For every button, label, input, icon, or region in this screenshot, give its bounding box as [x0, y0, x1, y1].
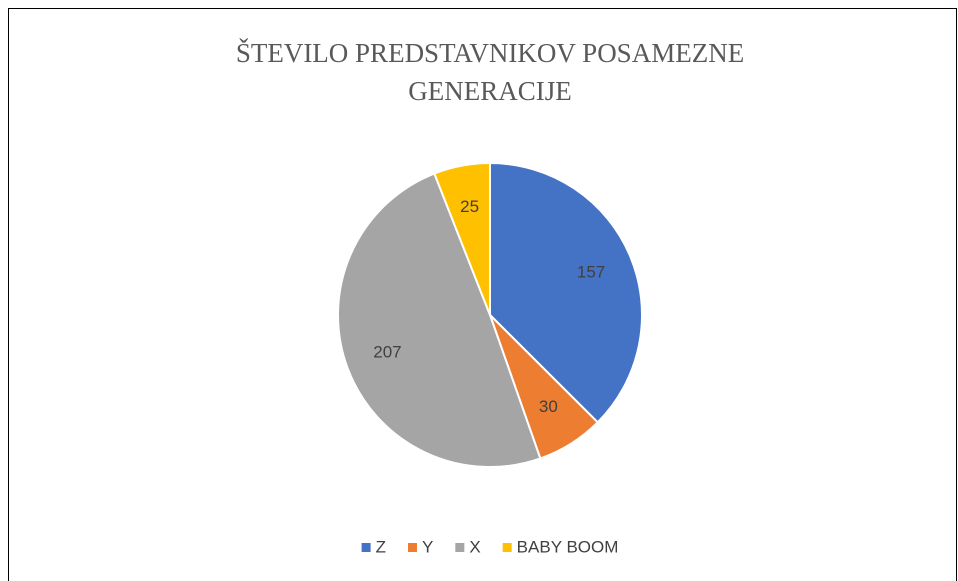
pie-slice	[489, 161, 643, 424]
legend-label: X	[469, 537, 480, 556]
data-label: 157	[577, 263, 605, 282]
legend-swatch	[455, 543, 465, 552]
data-label: 30	[539, 397, 558, 416]
legend-label: Z	[376, 537, 386, 556]
legend-label: Y	[422, 537, 433, 556]
legend-swatch	[502, 543, 512, 552]
chart-title: ŠTEVILO PREDSTAVNIKOV POSAMEZNE GENERACI…	[235, 38, 745, 106]
data-label: 25	[460, 197, 479, 216]
data-label: 207	[373, 343, 401, 362]
legend-label: BABY BOOM	[517, 537, 619, 556]
legend-swatch	[407, 543, 417, 552]
chart-border	[8, 8, 957, 581]
pie-slice	[337, 172, 542, 468]
pie-slice	[433, 161, 491, 316]
legend-swatch	[361, 543, 371, 552]
